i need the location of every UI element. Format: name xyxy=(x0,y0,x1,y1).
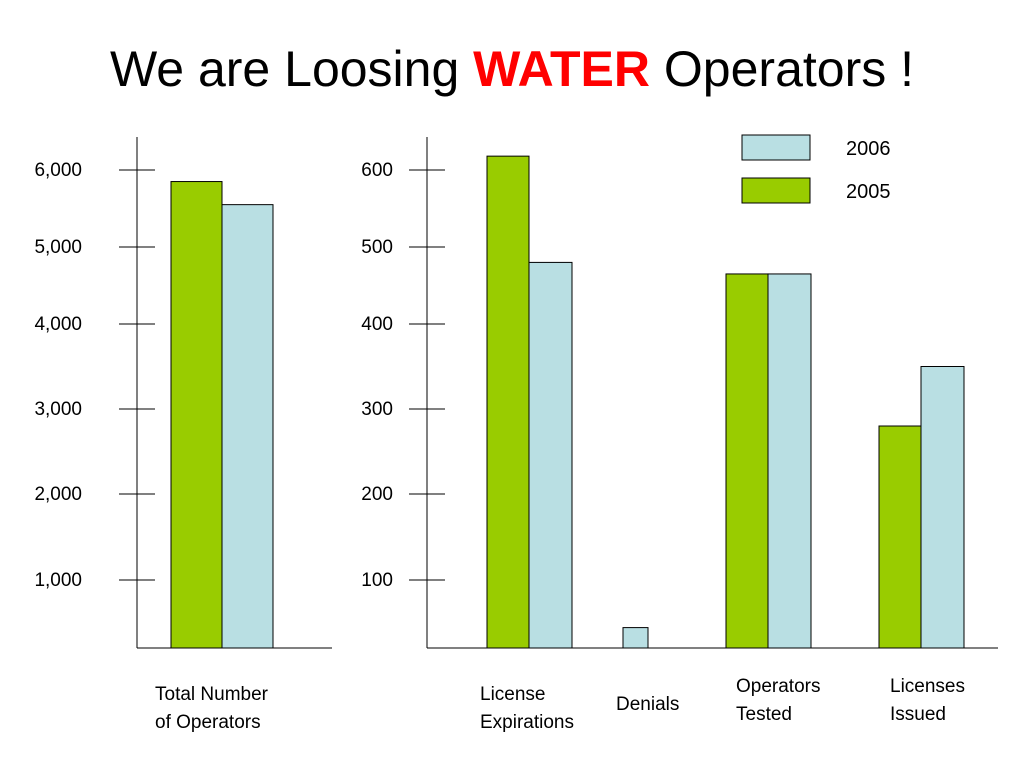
y-tick-label: 100 xyxy=(361,570,393,591)
y-tick-label: 400 xyxy=(361,314,393,335)
legend-label: 2005 xyxy=(846,181,891,203)
chart-title: We are Loosing WATER Operators ! xyxy=(0,40,1024,98)
y-tick-label: 500 xyxy=(361,237,393,258)
y-tick-label: 4,000 xyxy=(34,314,82,335)
bar-2006 xyxy=(767,273,812,649)
legend-swatch-2005 xyxy=(741,177,811,204)
bar-2005 xyxy=(486,155,530,649)
bar-2006 xyxy=(528,261,573,649)
title-prefix: We are Loosing xyxy=(109,41,474,97)
bar-2006 xyxy=(920,366,965,649)
category-label: Denials xyxy=(616,694,679,715)
y-tick-label: 2,000 xyxy=(34,484,82,505)
y-tick-label: 200 xyxy=(361,484,393,505)
y-tick-label: 6,000 xyxy=(34,160,82,181)
category-label: Total Number of Operators xyxy=(155,684,269,733)
category-label: License Expirations xyxy=(480,684,574,733)
bar-2005 xyxy=(725,273,769,649)
bar-2005 xyxy=(170,181,223,649)
y-tick-label: 600 xyxy=(361,160,393,181)
category-label: Licenses Issued xyxy=(890,676,965,725)
bar-2006 xyxy=(221,204,274,649)
title-suffix: Operators ! xyxy=(650,41,915,97)
y-tick-label: 5,000 xyxy=(34,237,82,258)
bar-2005 xyxy=(878,425,922,649)
title-highlight: WATER xyxy=(473,41,651,97)
category-label: Operators Tested xyxy=(736,676,820,725)
y-tick-label: 3,000 xyxy=(34,399,82,420)
legend-swatch-2006 xyxy=(741,134,811,161)
legend-label: 2006 xyxy=(846,138,891,160)
bar-2006 xyxy=(622,627,649,649)
y-tick-label: 300 xyxy=(361,399,393,420)
y-tick-label: 1,000 xyxy=(34,570,82,591)
